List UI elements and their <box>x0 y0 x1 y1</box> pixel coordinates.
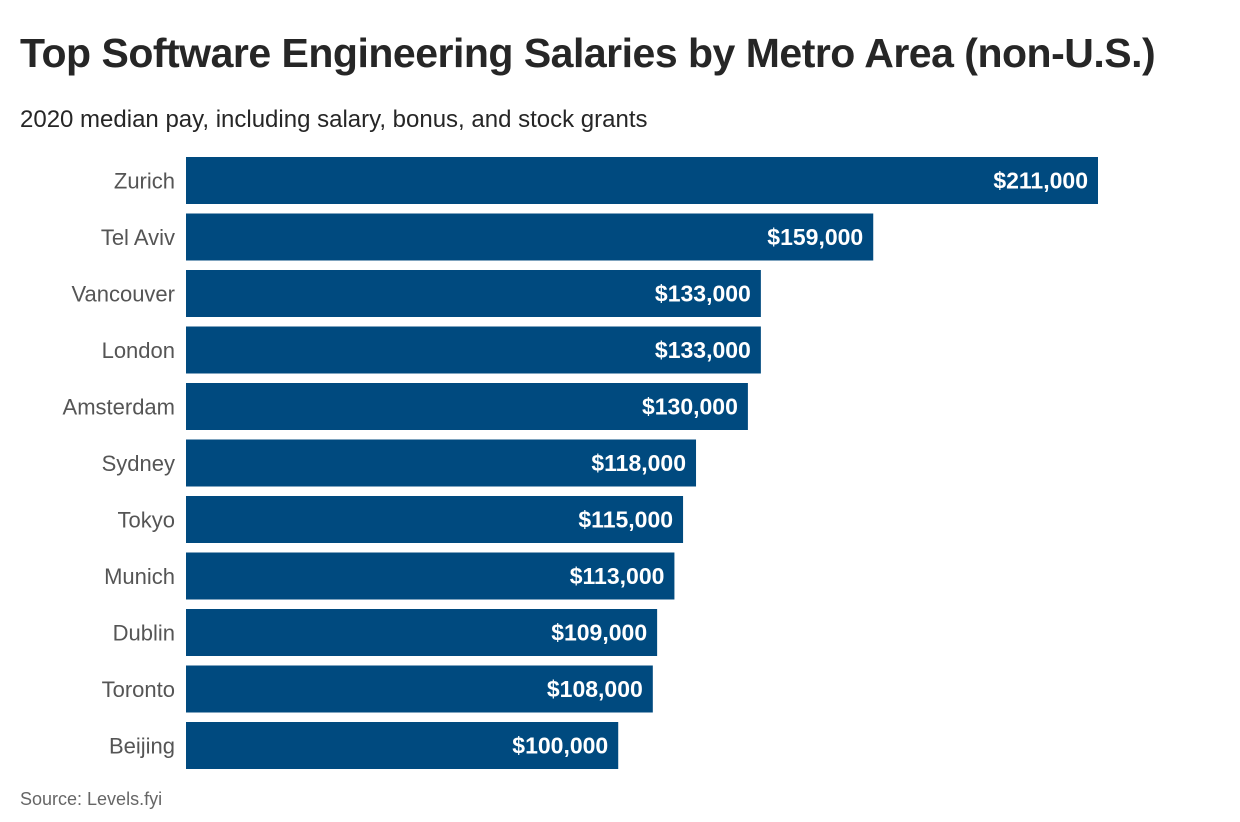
value-label: $133,000 <box>655 337 751 363</box>
bar-tokyo <box>186 496 684 543</box>
category-label: Sydney <box>102 451 175 476</box>
value-label: $115,000 <box>578 507 673 533</box>
bar-amsterdam <box>186 383 748 430</box>
bar-vancouver <box>186 270 761 317</box>
source-note: Source: Levels.fyi <box>20 789 163 809</box>
value-label: $133,000 <box>655 281 751 307</box>
bar-zurich <box>186 157 1098 204</box>
value-label: $109,000 <box>551 620 647 646</box>
value-label: $100,000 <box>512 733 608 759</box>
category-label: London <box>102 338 175 363</box>
bar-london <box>186 326 761 374</box>
category-label: Dublin <box>113 621 175 646</box>
category-label: Amsterdam <box>63 395 175 420</box>
bar-sydney <box>186 439 697 487</box>
category-label: Munich <box>104 564 175 589</box>
bar-tel-aviv <box>186 213 874 261</box>
value-label: $211,000 <box>993 168 1088 194</box>
category-label: Vancouver <box>71 282 175 307</box>
category-label: Beijing <box>109 734 175 759</box>
category-label: Toronto <box>102 677 175 702</box>
chart-subtitle: 2020 median pay, including salary, bonus… <box>20 106 648 133</box>
category-label: Zurich <box>114 169 175 194</box>
value-label: $130,000 <box>642 394 738 420</box>
value-label: $159,000 <box>767 224 863 250</box>
bar-munich <box>186 552 675 600</box>
value-label: $118,000 <box>591 450 686 476</box>
value-label: $108,000 <box>547 676 643 702</box>
category-label: Tel Aviv <box>101 225 175 250</box>
bar-beijing <box>186 722 619 769</box>
chart-title: Top Software Engineering Salaries by Met… <box>20 30 1156 76</box>
category-label: Tokyo <box>118 508 175 533</box>
value-label: $113,000 <box>570 563 665 589</box>
bar-toronto <box>186 665 653 713</box>
bar-dublin <box>186 609 658 656</box>
